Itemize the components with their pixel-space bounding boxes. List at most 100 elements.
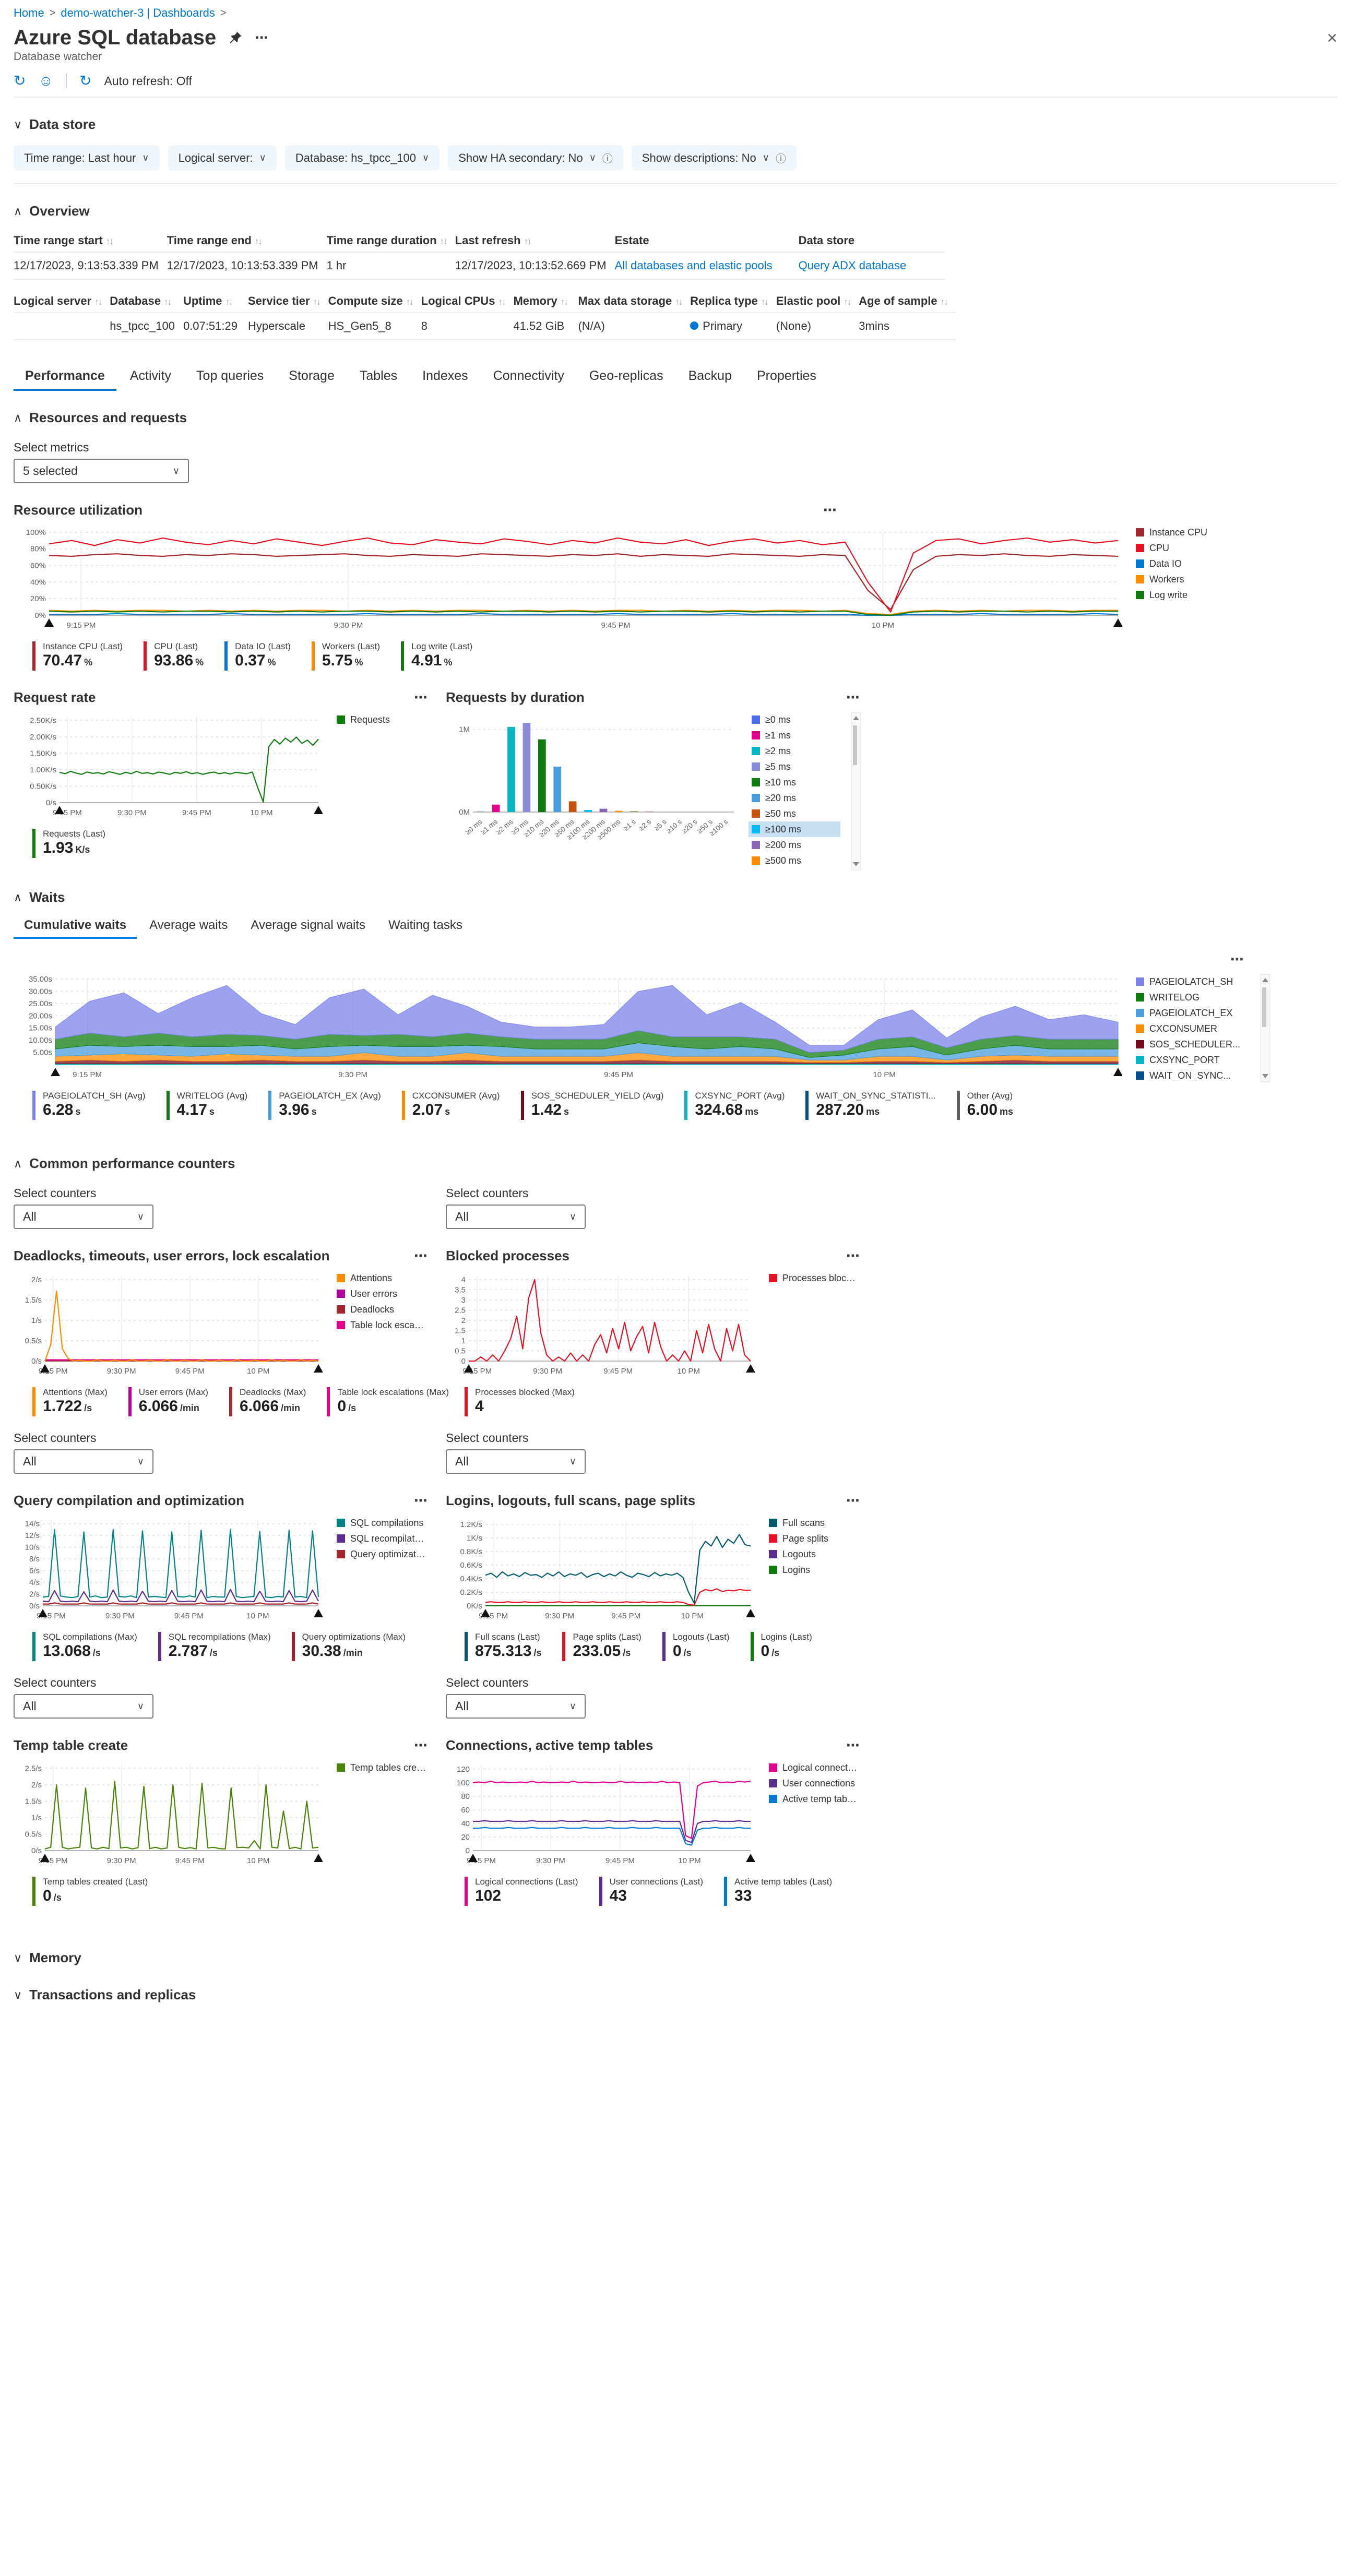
column-header[interactable]: Time range duration↑↓ bbox=[327, 230, 455, 252]
column-header[interactable]: Compute size↑↓ bbox=[328, 290, 421, 313]
tab-geo-replicas[interactable]: Geo-replicas bbox=[578, 361, 675, 391]
legend-item[interactable]: User connections bbox=[766, 1775, 861, 1791]
column-header[interactable]: Replica type↑↓ bbox=[690, 290, 776, 313]
more-options-icon[interactable]: ⋯ bbox=[823, 502, 838, 518]
legend-item[interactable]: Page splits bbox=[766, 1531, 861, 1546]
table-link-cell[interactable]: Query ADX database bbox=[799, 252, 945, 279]
more-options-icon[interactable]: ⋯ bbox=[414, 1248, 429, 1264]
column-header[interactable]: Estate bbox=[615, 230, 799, 252]
close-icon[interactable]: × bbox=[1327, 29, 1337, 47]
legend-item[interactable]: Processes blocked bbox=[766, 1270, 861, 1286]
select-counters-dropdown[interactable]: All∨ bbox=[446, 1204, 586, 1229]
select-counters-dropdown[interactable]: All∨ bbox=[14, 1204, 153, 1229]
legend-item[interactable]: Workers bbox=[1133, 571, 1250, 587]
refresh-icon[interactable]: ↻ bbox=[14, 74, 26, 88]
legend-item[interactable]: Full scans bbox=[766, 1515, 861, 1531]
legend-item[interactable]: WAIT_ON_SYNC... bbox=[1133, 1068, 1250, 1080]
auto-refresh-label[interactable]: Auto refresh: Off bbox=[104, 74, 192, 88]
tab-average-waits[interactable]: Average waits bbox=[139, 912, 238, 939]
column-header[interactable]: Elastic pool↑↓ bbox=[776, 290, 859, 313]
legend-item[interactable]: Active temp tables bbox=[766, 1791, 861, 1807]
filter-pill[interactable]: Database: hs_tpcc_100∨ bbox=[285, 145, 440, 171]
feedback-icon[interactable]: ☺ bbox=[38, 74, 53, 88]
column-header[interactable]: Time range start↑↓ bbox=[14, 230, 167, 252]
tab-activity[interactable]: Activity bbox=[118, 361, 183, 391]
column-header[interactable]: Uptime↑↓ bbox=[183, 290, 248, 313]
column-header[interactable]: Data store bbox=[799, 230, 945, 252]
tab-storage[interactable]: Storage bbox=[277, 361, 346, 391]
legend-item[interactable]: ≥0 ms bbox=[749, 712, 840, 728]
chevron-down-icon[interactable]: ∨ bbox=[14, 1988, 22, 2002]
select-metrics-dropdown[interactable]: 5 selected ∨ bbox=[14, 459, 189, 483]
legend-item[interactable]: CXCONSUMER bbox=[1133, 1021, 1250, 1036]
legend-scrollbar[interactable] bbox=[851, 712, 861, 870]
legend-item[interactable]: ≥20 ms bbox=[749, 790, 840, 806]
select-counters-dropdown[interactable]: All∨ bbox=[446, 1449, 586, 1474]
column-header[interactable]: Time range end↑↓ bbox=[167, 230, 327, 252]
legend-item[interactable]: Table lock escalations bbox=[334, 1317, 429, 1333]
more-options-icon[interactable]: ⋯ bbox=[414, 1493, 429, 1509]
chevron-up-icon[interactable]: ∧ bbox=[14, 205, 22, 218]
column-header[interactable]: Memory↑↓ bbox=[513, 290, 578, 313]
filter-pill[interactable]: Time range: Last hour∨ bbox=[14, 145, 160, 171]
legend-item[interactable]: Query optimizations bbox=[334, 1546, 429, 1562]
legend-scrollbar[interactable] bbox=[1260, 974, 1270, 1082]
legend-item[interactable]: SQL recompilations bbox=[334, 1531, 429, 1546]
pin-icon[interactable] bbox=[229, 31, 242, 45]
select-counters-dropdown[interactable]: All∨ bbox=[14, 1449, 153, 1474]
column-header[interactable]: Logical server↑↓ bbox=[14, 290, 110, 313]
legend-item[interactable]: User errors bbox=[334, 1286, 429, 1302]
filter-pill[interactable]: Show HA secondary: No∨ⓘ bbox=[448, 145, 623, 171]
more-options-icon[interactable]: ⋯ bbox=[846, 1493, 861, 1509]
legend-item[interactable]: Temp tables created bbox=[334, 1760, 429, 1775]
legend-item[interactable]: CPU bbox=[1133, 540, 1250, 556]
legend-item[interactable]: ≥2 ms bbox=[749, 743, 840, 759]
legend-item[interactable]: SQL compilations bbox=[334, 1515, 429, 1531]
legend-item[interactable]: PAGEIOLATCH_SH bbox=[1133, 974, 1250, 989]
select-counters-dropdown[interactable]: All∨ bbox=[14, 1694, 153, 1719]
breadcrumb-dashboards[interactable]: demo-watcher-3 | Dashboards bbox=[61, 6, 215, 20]
tab-average-signal-waits[interactable]: Average signal waits bbox=[240, 912, 376, 939]
legend-item[interactable]: SOS_SCHEDULER... bbox=[1133, 1036, 1250, 1052]
legend-item[interactable]: Data IO bbox=[1133, 556, 1250, 571]
tab-properties[interactable]: Properties bbox=[745, 361, 828, 391]
more-options-icon[interactable]: ⋯ bbox=[414, 689, 429, 706]
breadcrumb-home[interactable]: Home bbox=[14, 6, 44, 20]
tab-connectivity[interactable]: Connectivity bbox=[482, 361, 576, 391]
chevron-down-icon[interactable]: ∨ bbox=[14, 1951, 22, 1965]
title-more-icon[interactable]: ⋯ bbox=[255, 30, 270, 46]
legend-item[interactable]: ≥500 ms bbox=[749, 853, 840, 868]
legend-item[interactable]: Logins bbox=[766, 1562, 861, 1578]
tab-waiting-tasks[interactable]: Waiting tasks bbox=[378, 912, 473, 939]
legend-item[interactable]: ≥5 ms bbox=[749, 759, 840, 774]
legend-item[interactable]: ≥100 ms bbox=[749, 821, 840, 837]
tab-cumulative-waits[interactable]: Cumulative waits bbox=[14, 912, 137, 939]
legend-item[interactable]: ≥1 ms bbox=[749, 728, 840, 743]
column-header[interactable]: Age of sample↑↓ bbox=[859, 290, 955, 313]
more-options-icon[interactable]: ⋯ bbox=[846, 1248, 861, 1264]
legend-item[interactable]: Deadlocks bbox=[334, 1302, 429, 1317]
filter-pill[interactable]: Logical server:∨ bbox=[168, 145, 277, 171]
legend-item[interactable]: ≥50 ms bbox=[749, 806, 840, 821]
tab-performance[interactable]: Performance bbox=[14, 361, 116, 391]
legend-item[interactable]: Log write bbox=[1133, 587, 1250, 603]
legend-item[interactable]: PAGEIOLATCH_EX bbox=[1133, 1005, 1250, 1021]
chevron-down-icon[interactable]: ∨ bbox=[14, 118, 22, 132]
legend-item[interactable]: ≥200 ms bbox=[749, 837, 840, 853]
legend-item[interactable]: Requests bbox=[334, 712, 429, 728]
more-options-icon[interactable]: ⋯ bbox=[414, 1737, 429, 1754]
select-counters-dropdown[interactable]: All∨ bbox=[446, 1694, 586, 1719]
tab-backup[interactable]: Backup bbox=[677, 361, 743, 391]
legend-item[interactable]: Logouts bbox=[766, 1546, 861, 1562]
legend-item[interactable]: WRITELOG bbox=[1133, 989, 1250, 1005]
legend-item[interactable]: Attentions bbox=[334, 1270, 429, 1286]
